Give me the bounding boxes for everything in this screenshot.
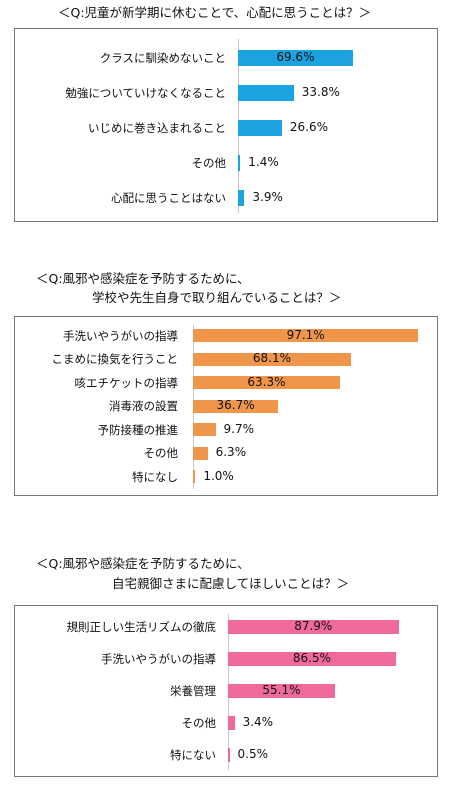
- category-label: その他: [181, 716, 217, 730]
- bar: [238, 85, 294, 101]
- category-label: 勉強についていけなくなること: [65, 86, 226, 100]
- value-label: 33.8%: [301, 85, 340, 99]
- value-label: 69.6%: [276, 50, 315, 64]
- chart-3-panel: 規則正しい生活リズムの徹底 87.9% 手洗いやうがいの指導 86.5% 栄養管理 55.…: [14, 605, 438, 777]
- chart-2-title-line2: 学校や先生自身で取り組んでいることは？＞: [92, 290, 342, 305]
- category-label: 規則正しい生活リズムの徹底: [66, 620, 217, 634]
- value-label: 68.1%: [252, 351, 292, 365]
- bar: [228, 748, 230, 762]
- category-label: 予防接種の推進: [97, 422, 179, 437]
- category-label: 栄養管理: [170, 684, 216, 698]
- value-label: 63.3%: [247, 374, 286, 389]
- bar: [193, 329, 419, 342]
- category-label: 特にない: [170, 748, 216, 762]
- bar: [228, 652, 396, 666]
- value-label: 6.3%: [215, 445, 247, 459]
- category-label: 咳エチケットの指導: [74, 375, 179, 390]
- bar: [193, 470, 196, 483]
- chart-2-title: ＜Q:風邪や感染症を予防するために、: [36, 271, 250, 286]
- category-label: その他: [191, 156, 227, 170]
- value-label: 55.1%: [262, 683, 301, 697]
- value-label: 0.5%: [237, 747, 269, 761]
- category-label: 手洗いやうがいの指導: [63, 328, 178, 343]
- bar: [193, 376, 340, 389]
- value-label: 87.9%: [294, 619, 333, 633]
- category-label: 心配に思うことはない: [111, 191, 226, 205]
- chart-3-title-line2: 自宅親御さまに配慮してほしいことは？＞: [112, 576, 350, 591]
- bar: [238, 50, 353, 66]
- category-label: 消毒液の設置: [109, 399, 178, 413]
- bar: [228, 684, 335, 698]
- chart-1-title: ＜Q:児童が新学期に休むことで、心配に思うことは？＞: [58, 5, 372, 20]
- chart-2-panel: 手洗いやうがいの指導 97.1% こまめに換気を行うこと 68.1% 咳エチケットの指導…: [14, 316, 438, 496]
- value-label: 1.0%: [203, 468, 234, 483]
- bar: [238, 190, 245, 206]
- category-label: クラスに馴染めないこと: [99, 51, 226, 65]
- bar: [193, 446, 208, 460]
- bar: [238, 120, 282, 136]
- chart-1-panel: クラスに馴染めないこと 69.6% 勉強についていけなくなること 33.8% いじめに巻…: [14, 28, 438, 222]
- value-label: 3.9%: [252, 190, 283, 204]
- value-label: 9.7%: [223, 421, 255, 436]
- value-label: 36.7%: [216, 398, 255, 412]
- bar: [238, 155, 241, 171]
- bar: [228, 620, 399, 634]
- bar: [193, 423, 216, 436]
- value-label: 3.4%: [242, 715, 274, 729]
- bar: [228, 716, 235, 730]
- category-label: 手洗いやうがいの指導: [101, 652, 216, 666]
- category-label: こまめに換気を行うこと: [51, 352, 179, 366]
- category-label: その他: [143, 446, 179, 460]
- bar: [193, 399, 279, 413]
- value-label: 1.4%: [248, 155, 279, 169]
- category-label: 特になし: [132, 469, 178, 484]
- value-label: 97.1%: [286, 327, 325, 342]
- value-label: 86.5%: [292, 651, 331, 665]
- value-label: 26.6%: [289, 120, 328, 134]
- chart-3-title: ＜Q:風邪や感染症を予防するために、: [36, 556, 250, 571]
- bar: [193, 352, 351, 366]
- category-label: いじめに巻き込まれること: [88, 121, 226, 135]
